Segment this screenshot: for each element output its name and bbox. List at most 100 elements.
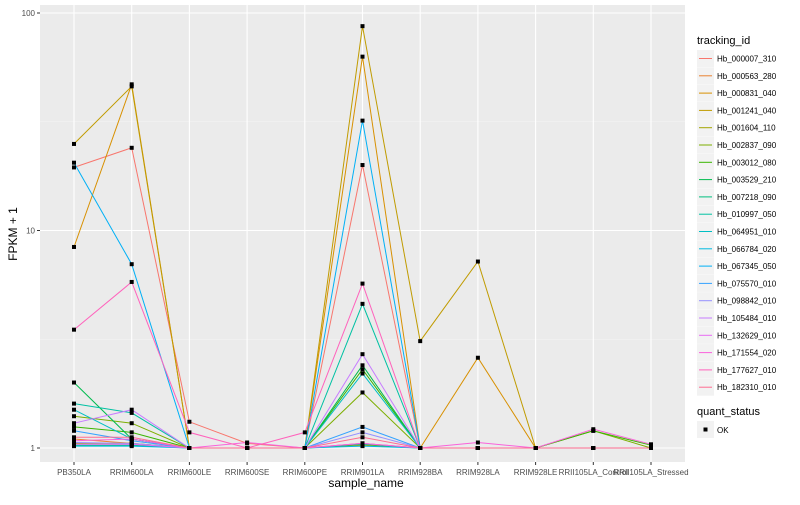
data-point — [360, 424, 365, 429]
legend-label: Hb_010997_050 — [717, 210, 777, 219]
data-point — [72, 407, 76, 412]
y-tick-label: 1 — [31, 444, 36, 453]
data-point — [72, 435, 76, 440]
y-tick-label: 10 — [26, 227, 35, 236]
square-point-icon — [703, 427, 708, 432]
x-tick-label: RRIM928LA — [456, 468, 500, 477]
legend: tracking_id quant_status OK Hb_000007_31… — [697, 35, 777, 438]
x-tick-label: PB350LA — [57, 468, 91, 477]
shape-legend-title: quant_status — [697, 406, 760, 418]
data-point — [475, 259, 480, 264]
legend-label: Hb_132629_010 — [717, 331, 777, 340]
x-tick-label: RRIM600LE — [168, 468, 212, 477]
data-point — [302, 430, 307, 435]
data-point — [129, 279, 134, 284]
data-point — [72, 165, 76, 170]
data-point — [360, 435, 365, 440]
data-point — [129, 435, 134, 440]
data-point — [72, 327, 76, 332]
data-point — [72, 380, 76, 385]
data-point — [129, 84, 134, 89]
legend-label: Hb_000831_040 — [717, 89, 777, 98]
x-tick-label: RRIM600SE — [225, 468, 269, 477]
legend-label: Hb_171554_020 — [717, 349, 777, 358]
x-tick-label: RRIM928LE — [514, 468, 558, 477]
x-tick-label: RRII105LA_Control — [559, 468, 629, 477]
data-point — [360, 163, 365, 168]
data-point — [649, 442, 653, 447]
data-point — [129, 421, 134, 426]
data-point — [360, 367, 365, 372]
data-point — [360, 24, 365, 29]
data-point — [360, 390, 365, 395]
data-point — [187, 430, 192, 435]
data-point — [72, 244, 76, 249]
data-point — [72, 428, 76, 433]
data-point — [360, 430, 365, 435]
x-tick-label: RRIM600LA — [110, 468, 154, 477]
data-point — [72, 141, 76, 146]
legend-label: Hb_007218_090 — [717, 193, 777, 202]
legend-label: Hb_064951_010 — [717, 228, 777, 237]
legend-label: Hb_001241_040 — [717, 106, 777, 115]
data-point — [245, 446, 250, 450]
data-point — [72, 442, 76, 447]
data-point — [591, 427, 596, 432]
data-point — [418, 339, 423, 344]
color-legend-title: tracking_id — [697, 35, 750, 47]
legend-label: Hb_066784_020 — [717, 245, 777, 254]
data-point — [360, 441, 365, 446]
data-point — [360, 352, 365, 357]
x-axis-label: sample_name — [328, 476, 404, 490]
data-point — [72, 160, 76, 165]
data-point — [129, 430, 134, 435]
legend-label: Hb_002837_090 — [717, 141, 777, 150]
data-point — [418, 446, 423, 450]
data-point — [129, 82, 134, 87]
data-point — [475, 355, 480, 360]
data-point — [360, 301, 365, 306]
data-point — [475, 440, 480, 445]
y-tick-label: 100 — [22, 9, 36, 18]
data-point — [360, 54, 365, 59]
data-point — [245, 440, 250, 445]
data-point — [360, 281, 365, 286]
data-point — [591, 446, 596, 450]
data-point — [129, 407, 134, 412]
data-point — [360, 118, 365, 123]
legend-label: Hb_000007_310 — [717, 55, 777, 64]
data-point — [302, 446, 307, 450]
data-point — [533, 446, 538, 450]
x-tick-label: RRIM600PE — [283, 468, 327, 477]
data-point — [129, 442, 134, 447]
legend-label: Hb_075570_010 — [717, 279, 777, 288]
data-point — [72, 438, 76, 443]
data-point — [475, 446, 480, 450]
data-point — [72, 421, 76, 426]
data-point — [360, 363, 365, 368]
data-point — [649, 446, 653, 450]
points — [72, 24, 653, 450]
data-point — [72, 401, 76, 406]
data-point — [129, 410, 134, 415]
legend-label-ok: OK — [717, 426, 729, 435]
data-point — [360, 371, 365, 376]
legend-label: Hb_182310_010 — [717, 383, 777, 392]
data-point — [187, 419, 192, 424]
y-axis-label: FPKM + 1 — [6, 207, 20, 261]
legend-label: Hb_067345_050 — [717, 262, 777, 271]
legend-label: Hb_000563_280 — [717, 72, 777, 81]
data-point — [129, 262, 134, 267]
legend-label: Hb_003012_080 — [717, 158, 777, 167]
data-point — [72, 414, 76, 419]
legend-label: Hb_177627_010 — [717, 366, 777, 375]
legend-label: Hb_001604_110 — [717, 124, 776, 133]
data-point — [72, 424, 76, 429]
data-point — [360, 444, 365, 449]
x-tick-label: RRIM901LA — [341, 468, 385, 477]
data-point — [187, 446, 192, 450]
axes: 1 10 100 PB350LA RRIM600LA RRIM600LE RRIM600SE… — [22, 9, 689, 477]
legend-label: Hb_003529_210 — [717, 176, 777, 185]
